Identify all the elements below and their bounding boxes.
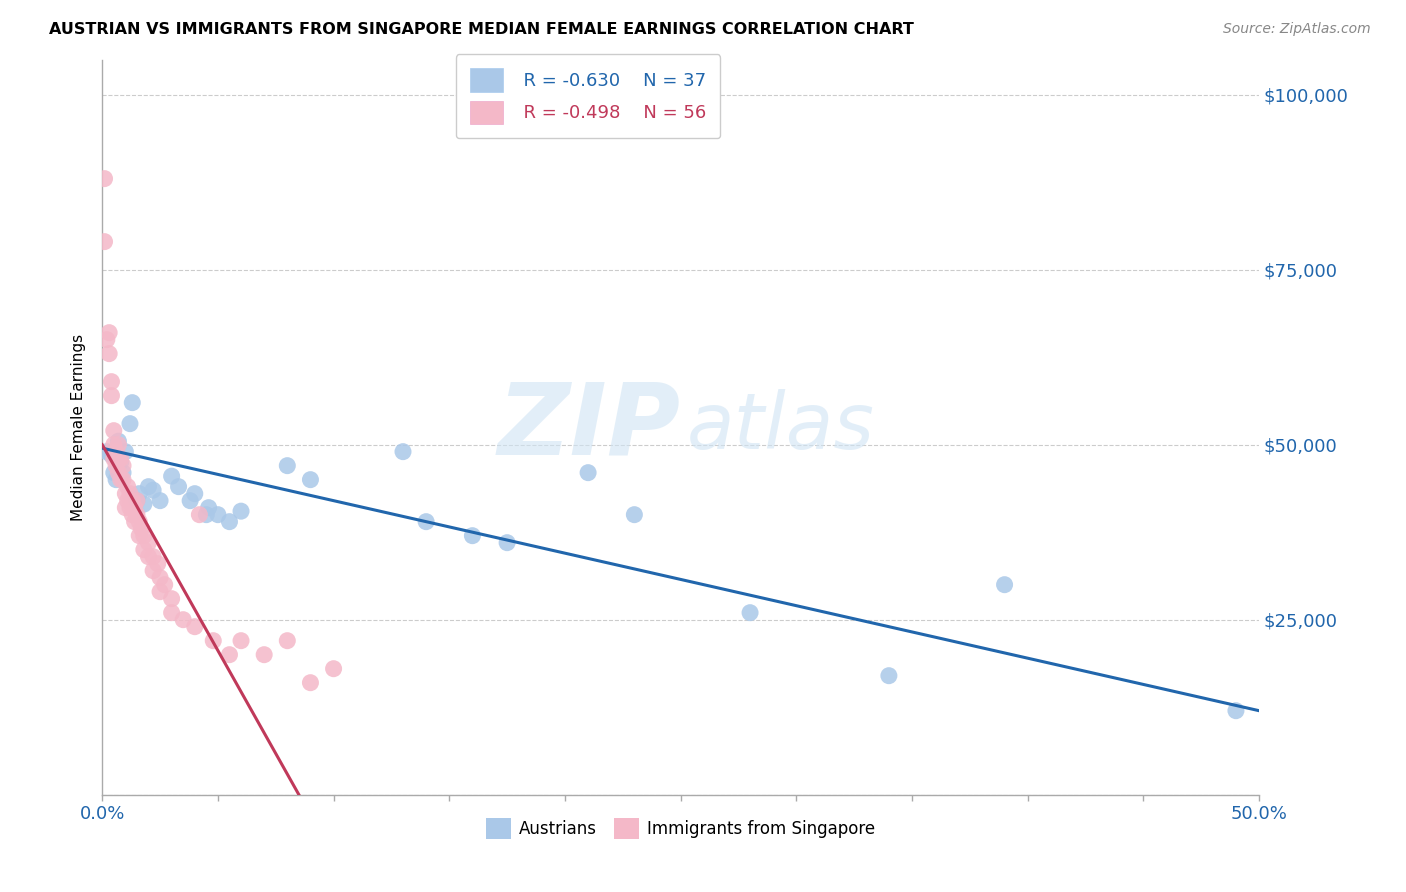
Point bbox=[132, 529, 155, 543]
Point bbox=[623, 508, 645, 522]
Point bbox=[93, 235, 115, 249]
Point bbox=[125, 508, 148, 522]
Point bbox=[105, 444, 128, 458]
Point bbox=[276, 458, 298, 473]
Point bbox=[110, 451, 132, 466]
Point bbox=[197, 500, 219, 515]
Point bbox=[103, 451, 125, 466]
Point bbox=[229, 504, 252, 518]
Point bbox=[218, 648, 240, 662]
Point bbox=[184, 620, 207, 634]
Point bbox=[167, 480, 190, 494]
Point bbox=[131, 522, 153, 536]
Point bbox=[107, 451, 129, 466]
Point bbox=[142, 564, 165, 578]
Text: ZIP: ZIP bbox=[498, 378, 681, 475]
Point bbox=[121, 493, 143, 508]
Point bbox=[125, 493, 148, 508]
Point bbox=[117, 480, 139, 494]
Point bbox=[138, 535, 160, 549]
Point bbox=[415, 515, 437, 529]
Point bbox=[138, 480, 160, 494]
Point bbox=[121, 508, 143, 522]
Point bbox=[112, 473, 135, 487]
Point bbox=[142, 483, 165, 498]
Point bbox=[179, 493, 201, 508]
Point bbox=[98, 346, 121, 360]
Point bbox=[103, 466, 125, 480]
Point bbox=[195, 508, 218, 522]
Point bbox=[112, 458, 135, 473]
Y-axis label: Median Female Earnings: Median Female Earnings bbox=[72, 334, 86, 521]
Point bbox=[103, 437, 125, 451]
Point bbox=[118, 417, 141, 431]
Point bbox=[93, 171, 115, 186]
Legend: Austrians, Immigrants from Singapore: Austrians, Immigrants from Singapore bbox=[479, 812, 882, 846]
Text: Source: ZipAtlas.com: Source: ZipAtlas.com bbox=[1223, 22, 1371, 37]
Point bbox=[149, 571, 172, 585]
Point bbox=[128, 515, 150, 529]
Point bbox=[107, 434, 129, 449]
Point bbox=[461, 529, 484, 543]
Point bbox=[299, 473, 322, 487]
Point bbox=[253, 648, 276, 662]
Point bbox=[110, 473, 132, 487]
Point bbox=[124, 515, 146, 529]
Point bbox=[125, 493, 148, 508]
Point bbox=[299, 675, 322, 690]
Point bbox=[98, 326, 121, 340]
Point bbox=[96, 333, 118, 347]
Point bbox=[114, 486, 136, 500]
Point bbox=[160, 469, 183, 483]
Text: atlas: atlas bbox=[686, 389, 875, 465]
Point bbox=[202, 633, 225, 648]
Point bbox=[124, 500, 146, 515]
Point bbox=[128, 486, 150, 500]
Point bbox=[103, 424, 125, 438]
Point bbox=[105, 473, 128, 487]
Point bbox=[160, 606, 183, 620]
Point bbox=[132, 542, 155, 557]
Point bbox=[118, 500, 141, 515]
Point bbox=[149, 493, 172, 508]
Point bbox=[100, 448, 122, 462]
Point bbox=[738, 606, 761, 620]
Point bbox=[172, 613, 194, 627]
Point bbox=[1225, 704, 1247, 718]
Point bbox=[276, 633, 298, 648]
Point bbox=[105, 458, 128, 473]
Point bbox=[118, 486, 141, 500]
Point bbox=[993, 577, 1015, 591]
Point bbox=[132, 497, 155, 511]
Point bbox=[96, 444, 118, 458]
Point bbox=[107, 466, 129, 480]
Point bbox=[160, 591, 183, 606]
Point bbox=[114, 500, 136, 515]
Point bbox=[142, 549, 165, 564]
Point bbox=[392, 444, 415, 458]
Point bbox=[117, 493, 139, 508]
Point bbox=[110, 455, 132, 469]
Text: AUSTRIAN VS IMMIGRANTS FROM SINGAPORE MEDIAN FEMALE EARNINGS CORRELATION CHART: AUSTRIAN VS IMMIGRANTS FROM SINGAPORE ME… bbox=[49, 22, 914, 37]
Point bbox=[112, 466, 135, 480]
Point bbox=[229, 633, 252, 648]
Point bbox=[128, 529, 150, 543]
Point bbox=[100, 375, 122, 389]
Point bbox=[184, 486, 207, 500]
Point bbox=[149, 584, 172, 599]
Point bbox=[153, 577, 176, 591]
Point bbox=[114, 444, 136, 458]
Point bbox=[100, 389, 122, 403]
Point bbox=[576, 466, 599, 480]
Point bbox=[496, 535, 519, 549]
Point bbox=[322, 662, 344, 676]
Point bbox=[207, 508, 229, 522]
Point bbox=[107, 437, 129, 451]
Point bbox=[877, 668, 900, 682]
Point bbox=[188, 508, 211, 522]
Point bbox=[146, 557, 169, 571]
Point bbox=[138, 549, 160, 564]
Point bbox=[218, 515, 240, 529]
Point bbox=[121, 395, 143, 409]
